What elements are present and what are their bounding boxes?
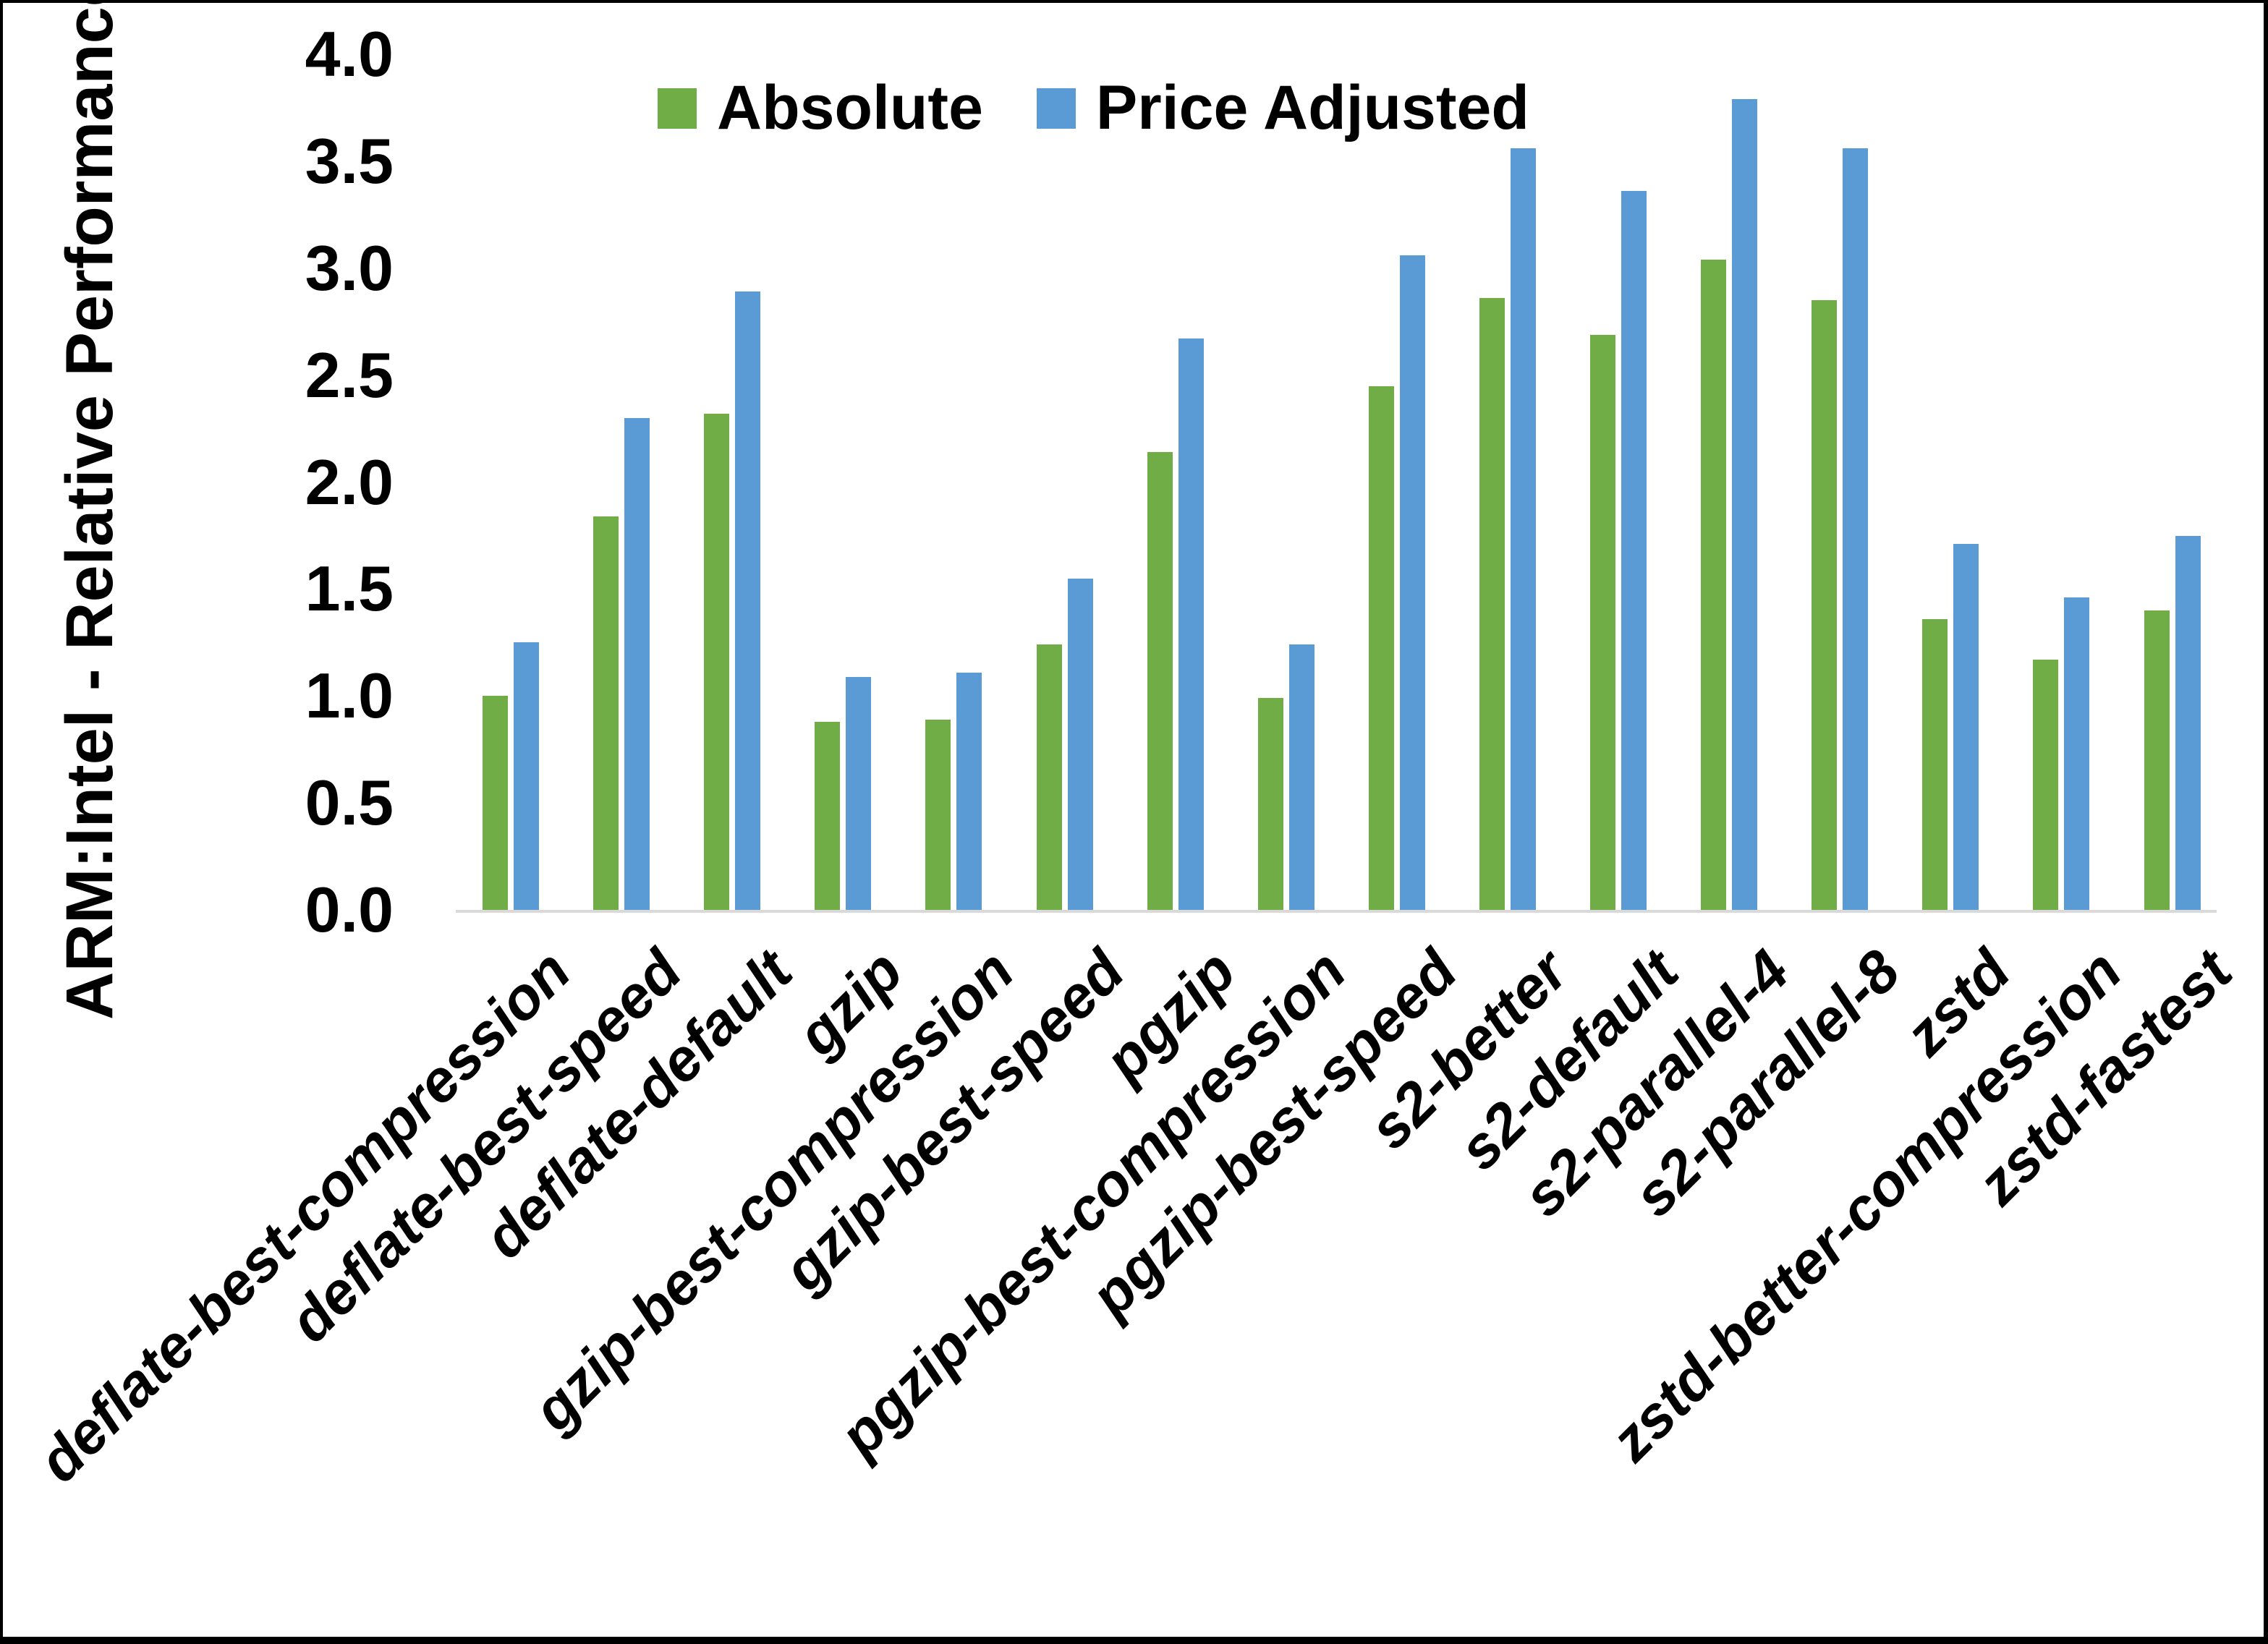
bar-absolute: [1812, 300, 1838, 910]
x-axis-line: [456, 910, 2217, 913]
plot-area: 0.0 0.5 1.0 1.5 2.0 2.5 3.0 3.5 4.0 deflate-best-…: [3, 3, 2264, 1637]
bar-price-adjusted: [1732, 99, 1758, 910]
y-tick-label: 2.5: [305, 338, 394, 411]
bar-price-adjusted: [1288, 644, 1314, 910]
bar-absolute: [593, 516, 619, 910]
legend-label-absolute: Absolute: [717, 73, 983, 142]
bar-price-adjusted: [1510, 148, 1536, 910]
bar-absolute: [704, 413, 730, 910]
bar-absolute: [1922, 618, 1948, 910]
y-tick-label: 3.5: [305, 125, 394, 197]
legend-label-price-adjusted: Price Adjusted: [1095, 73, 1529, 142]
bar-price-adjusted: [846, 676, 872, 910]
y-tick-label: 1.5: [305, 553, 394, 625]
bar-price-adjusted: [1621, 191, 1647, 910]
bar-absolute: [1257, 698, 1283, 910]
bar-absolute: [1479, 298, 1505, 910]
y-tick-label: 2.0: [305, 446, 394, 518]
legend-swatch-absolute: [658, 88, 697, 129]
bar-price-adjusted: [2064, 597, 2090, 910]
y-tick-label: 0.0: [305, 874, 394, 945]
bar-absolute: [925, 719, 951, 910]
bar-price-adjusted: [1843, 148, 1869, 910]
bar-absolute: [1147, 452, 1173, 910]
bar-price-adjusted: [1953, 544, 1979, 910]
y-tick-label: 3.0: [305, 231, 394, 304]
legend-swatch-price-adjusted: [1036, 88, 1076, 129]
y-tick-label: 1.0: [305, 660, 394, 732]
bar-price-adjusted: [1178, 338, 1204, 910]
bar-absolute: [2033, 660, 2059, 910]
bar-price-adjusted: [1399, 255, 1425, 910]
bar-price-adjusted: [2175, 535, 2201, 910]
y-tick-label: 4.0: [305, 18, 394, 90]
legend-item-price-adjusted: Price Adjusted: [1036, 72, 1529, 144]
bar-absolute: [483, 696, 508, 910]
bar-absolute: [1036, 644, 1062, 910]
bar-absolute: [2144, 610, 2170, 910]
bar-absolute: [815, 721, 841, 910]
bar-absolute: [1590, 334, 1615, 910]
bar-absolute: [1368, 386, 1394, 910]
bar-price-adjusted: [624, 417, 650, 910]
bar-price-adjusted: [956, 672, 982, 910]
bar-price-adjusted: [1067, 578, 1093, 910]
legend: Absolute Price Adjusted: [658, 72, 1529, 144]
bar-absolute: [1701, 260, 1727, 910]
bar-price-adjusted: [514, 642, 539, 910]
y-tick-label: 0.5: [305, 767, 394, 839]
legend-item-absolute: Absolute: [658, 72, 983, 144]
bar-price-adjusted: [735, 291, 761, 910]
